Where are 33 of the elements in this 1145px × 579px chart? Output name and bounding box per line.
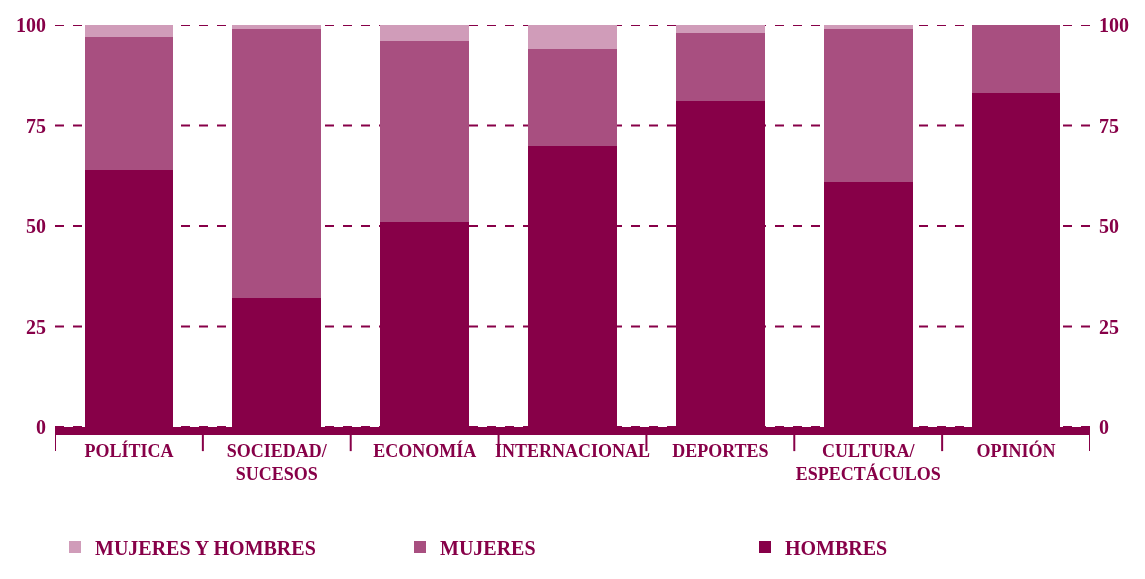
legend-label: MUJERES Y HOMBRES <box>95 536 316 559</box>
bar <box>380 25 469 42</box>
y2-tick-label: 100 <box>1099 14 1129 36</box>
x-tick-label: CULTURA/ ESPECTÁCULOS <box>795 440 941 484</box>
y-tick-label: 100 <box>16 14 46 36</box>
y-tick-label: 25 <box>26 315 46 338</box>
x-tick-label: POLÍTICA <box>84 439 174 461</box>
legend-label: HOMBRES <box>785 536 888 559</box>
bar <box>232 29 322 299</box>
x-tick-label: INTERNACIONAL <box>494 440 651 461</box>
x-tick-label: OPINIÓN <box>976 439 1056 461</box>
x-tick-label: DEPORTES <box>672 440 769 461</box>
bar <box>823 29 913 182</box>
bar <box>232 25 322 30</box>
x-tick-label: ECONOMÍA <box>373 439 477 461</box>
y-tick-label: 50 <box>26 215 46 237</box>
bar <box>84 25 174 38</box>
y2-tick-label: 0 <box>1099 416 1109 438</box>
y-tick-label: 75 <box>26 114 46 137</box>
bar <box>971 25 1061 94</box>
y2-tick-label: 50 <box>1099 215 1119 237</box>
y2-tick-label: 75 <box>1099 114 1119 137</box>
y-tick-label: 0 <box>36 416 46 438</box>
y2-tick-label: 25 <box>1099 315 1119 338</box>
x-tick-label: SOCIEDAD/ SUCESOS <box>226 440 328 484</box>
bar <box>528 25 617 50</box>
bar <box>380 41 469 222</box>
legend-label: MUJERES <box>440 536 536 559</box>
bar <box>676 33 765 102</box>
bar <box>823 25 913 30</box>
bar <box>84 37 174 170</box>
bar <box>528 49 617 146</box>
bar <box>676 25 765 34</box>
